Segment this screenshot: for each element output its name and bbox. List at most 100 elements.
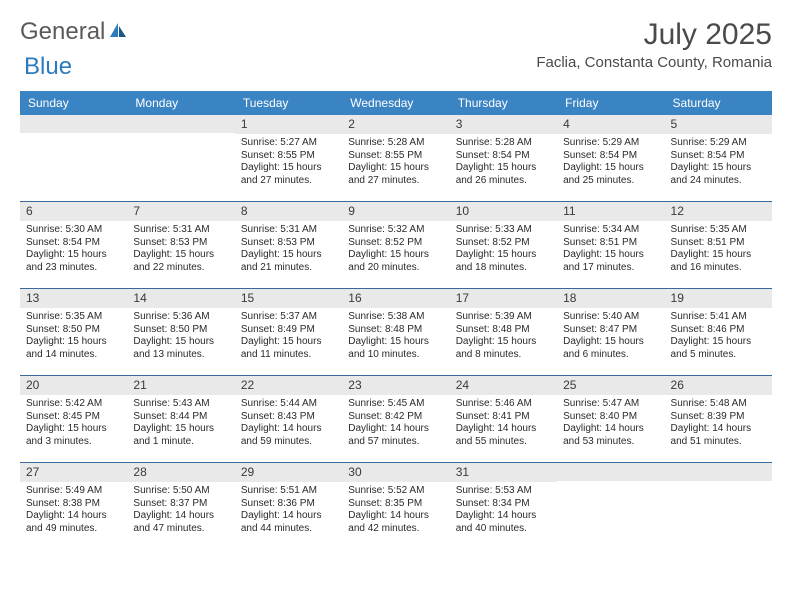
day-line: and 23 minutes.: [26, 262, 121, 275]
day-cell: 4Sunrise: 5:29 AMSunset: 8:54 PMDaylight…: [557, 115, 664, 201]
day-body: Sunrise: 5:40 AMSunset: 8:47 PMDaylight:…: [557, 308, 664, 367]
day-number: 2: [342, 115, 449, 134]
day-line: Sunset: 8:43 PM: [241, 411, 336, 424]
day-cell: 14Sunrise: 5:36 AMSunset: 8:50 PMDayligh…: [127, 289, 234, 375]
day-body: Sunrise: 5:29 AMSunset: 8:54 PMDaylight:…: [557, 134, 664, 193]
day-number: 17: [450, 289, 557, 308]
day-line: Daylight: 15 hours: [348, 249, 443, 262]
day-body: Sunrise: 5:44 AMSunset: 8:43 PMDaylight:…: [235, 395, 342, 454]
day-line: Sunrise: 5:33 AM: [456, 224, 551, 237]
day-number: 25: [557, 376, 664, 395]
day-body: Sunrise: 5:38 AMSunset: 8:48 PMDaylight:…: [342, 308, 449, 367]
day-line: Sunrise: 5:44 AM: [241, 398, 336, 411]
day-line: Sunset: 8:54 PM: [671, 150, 766, 163]
day-line: Sunset: 8:49 PM: [241, 324, 336, 337]
day-body: Sunrise: 5:46 AMSunset: 8:41 PMDaylight:…: [450, 395, 557, 454]
day-body: Sunrise: 5:28 AMSunset: 8:55 PMDaylight:…: [342, 134, 449, 193]
day-number: 8: [235, 202, 342, 221]
page-title: July 2025: [536, 18, 772, 52]
day-number: 28: [127, 463, 234, 482]
day-line: and 57 minutes.: [348, 436, 443, 449]
day-line: Daylight: 15 hours: [133, 423, 228, 436]
day-line: Sunrise: 5:45 AM: [348, 398, 443, 411]
week-row: 20Sunrise: 5:42 AMSunset: 8:45 PMDayligh…: [20, 375, 772, 462]
day-cell: 1Sunrise: 5:27 AMSunset: 8:55 PMDaylight…: [235, 115, 342, 201]
day-number: 18: [557, 289, 664, 308]
day-body: Sunrise: 5:29 AMSunset: 8:54 PMDaylight:…: [665, 134, 772, 193]
day-line: Daylight: 15 hours: [26, 336, 121, 349]
day-line: Sunset: 8:48 PM: [348, 324, 443, 337]
day-line: Sunset: 8:38 PM: [26, 498, 121, 511]
day-cell: 31Sunrise: 5:53 AMSunset: 8:34 PMDayligh…: [450, 463, 557, 549]
day-line: Daylight: 15 hours: [563, 249, 658, 262]
day-line: Sunset: 8:53 PM: [133, 237, 228, 250]
day-line: Sunset: 8:35 PM: [348, 498, 443, 511]
empty-cell: [127, 115, 234, 201]
day-cell: 28Sunrise: 5:50 AMSunset: 8:37 PMDayligh…: [127, 463, 234, 549]
day-number: 30: [342, 463, 449, 482]
day-line: Sunset: 8:36 PM: [241, 498, 336, 511]
day-line: Daylight: 15 hours: [26, 423, 121, 436]
day-line: and 10 minutes.: [348, 349, 443, 362]
day-line: and 13 minutes.: [133, 349, 228, 362]
day-body: Sunrise: 5:31 AMSunset: 8:53 PMDaylight:…: [127, 221, 234, 280]
day-line: Sunset: 8:44 PM: [133, 411, 228, 424]
day-cell: 9 Sunrise: 5:32 AMSunset: 8:52 PMDaylight…: [342, 202, 449, 288]
day-line: Daylight: 15 hours: [133, 336, 228, 349]
day-line: Sunset: 8:54 PM: [456, 150, 551, 163]
day-line: and 16 minutes.: [671, 262, 766, 275]
day-line: Daylight: 15 hours: [456, 162, 551, 175]
day-number: 10: [450, 202, 557, 221]
day-cell: 30Sunrise: 5:52 AMSunset: 8:35 PMDayligh…: [342, 463, 449, 549]
day-number: 5: [665, 115, 772, 134]
day-number: [127, 115, 234, 133]
day-line: Sunset: 8:51 PM: [563, 237, 658, 250]
day-number: 9: [342, 202, 449, 221]
day-line: Sunrise: 5:47 AM: [563, 398, 658, 411]
day-cell: 18Sunrise: 5:40 AMSunset: 8:47 PMDayligh…: [557, 289, 664, 375]
day-line: Sunset: 8:50 PM: [26, 324, 121, 337]
day-number: 13: [20, 289, 127, 308]
day-body: Sunrise: 5:47 AMSunset: 8:40 PMDaylight:…: [557, 395, 664, 454]
day-line: Sunrise: 5:29 AM: [671, 137, 766, 150]
day-cell: 7Sunrise: 5:31 AMSunset: 8:53 PMDaylight…: [127, 202, 234, 288]
day-line: Sunset: 8:41 PM: [456, 411, 551, 424]
day-line: Sunset: 8:53 PM: [241, 237, 336, 250]
day-line: Daylight: 14 hours: [671, 423, 766, 436]
day-line: Sunrise: 5:32 AM: [348, 224, 443, 237]
day-line: and 53 minutes.: [563, 436, 658, 449]
day-number: 23: [342, 376, 449, 395]
day-body: Sunrise: 5:41 AMSunset: 8:46 PMDaylight:…: [665, 308, 772, 367]
logo-sail-icon: [108, 21, 128, 39]
day-line: and 44 minutes.: [241, 523, 336, 536]
day-number: 20: [20, 376, 127, 395]
day-body: Sunrise: 5:37 AMSunset: 8:49 PMDaylight:…: [235, 308, 342, 367]
day-line: Sunrise: 5:36 AM: [133, 311, 228, 324]
day-line: Sunrise: 5:50 AM: [133, 485, 228, 498]
logo-text-blue: Blue: [24, 53, 72, 81]
day-line: Sunrise: 5:31 AM: [241, 224, 336, 237]
day-line: Daylight: 15 hours: [133, 249, 228, 262]
day-line: Sunset: 8:45 PM: [26, 411, 121, 424]
day-line: and 21 minutes.: [241, 262, 336, 275]
day-number: 24: [450, 376, 557, 395]
day-body: Sunrise: 5:48 AMSunset: 8:39 PMDaylight:…: [665, 395, 772, 454]
day-cell: 19Sunrise: 5:41 AMSunset: 8:46 PMDayligh…: [665, 289, 772, 375]
day-line: Sunrise: 5:31 AM: [133, 224, 228, 237]
day-line: and 27 minutes.: [241, 175, 336, 188]
day-number: 12: [665, 202, 772, 221]
day-line: Daylight: 15 hours: [671, 249, 766, 262]
day-cell: 10Sunrise: 5:33 AMSunset: 8:52 PMDayligh…: [450, 202, 557, 288]
day-cell: 13Sunrise: 5:35 AMSunset: 8:50 PMDayligh…: [20, 289, 127, 375]
day-line: and 59 minutes.: [241, 436, 336, 449]
day-line: Daylight: 15 hours: [241, 249, 336, 262]
day-line: and 22 minutes.: [133, 262, 228, 275]
day-number: 26: [665, 376, 772, 395]
day-line: Sunset: 8:42 PM: [348, 411, 443, 424]
day-header: Wednesday: [342, 91, 449, 115]
day-line: Sunset: 8:52 PM: [348, 237, 443, 250]
day-line: and 51 minutes.: [671, 436, 766, 449]
day-cell: 16Sunrise: 5:38 AMSunset: 8:48 PMDayligh…: [342, 289, 449, 375]
day-line: and 49 minutes.: [26, 523, 121, 536]
day-line: and 26 minutes.: [456, 175, 551, 188]
